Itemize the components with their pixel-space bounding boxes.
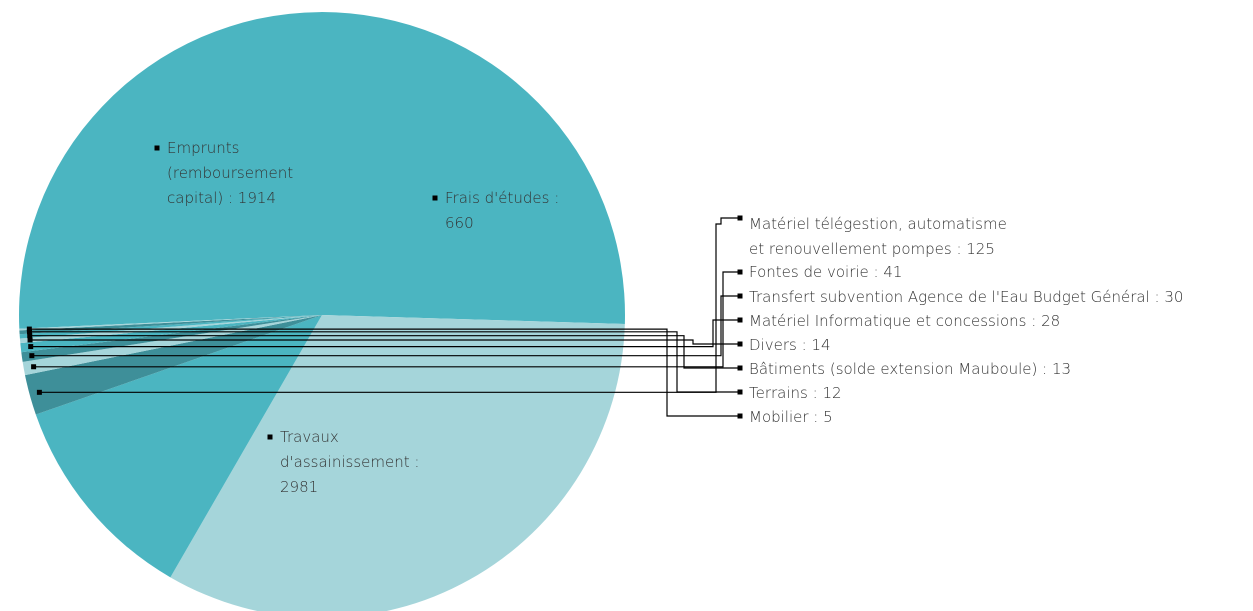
label-emprunts-line3: capital) : 1914 (167, 189, 276, 207)
leader-line-3 (39, 217, 738, 393)
marker-slice-label-3 (737, 215, 743, 221)
marker-slice-start-8 (27, 333, 33, 339)
marker-slice-start-9 (26, 329, 32, 335)
label-travaux-line3: 2981 (280, 478, 318, 496)
pie-slice-10 (19, 315, 323, 331)
label-materiel-telegestion-line1: Matériel télégestion, automatisme (749, 215, 1007, 233)
pie-slice-6 (20, 315, 323, 353)
label-materiel-telegestion: Matériel télégestion, automatisme et ren… (749, 215, 1012, 258)
label-batiments: Bâtiments (solde extension Mauboule) : 1… (749, 360, 1071, 378)
label-transfert: Transfert subvention Agence de l'Eau Bud… (749, 288, 1183, 306)
marker-slice-start-5 (29, 353, 35, 359)
label-fontes: Fontes de voirie : 41 (749, 263, 902, 281)
pie-slice-1 (170, 315, 625, 611)
leader-line-5 (31, 295, 738, 357)
marker-slice-label-5 (737, 293, 743, 299)
marker-slice-label-7 (737, 341, 743, 347)
leader-lines (29, 217, 738, 417)
label-mobilier: Mobilier : 5 (749, 408, 833, 426)
leader-line-9 (29, 331, 738, 393)
leader-line-10 (29, 328, 738, 417)
marker-slice-start-7 (27, 337, 33, 343)
leader-line-8 (29, 335, 738, 369)
leader-line-6 (30, 319, 738, 348)
label-materiel-informatique: Matériel Informatique et concessions : 2… (749, 312, 1060, 330)
marker-slice-start-4 (31, 364, 37, 370)
marker-frais (432, 195, 438, 201)
pie-slice-8 (19, 315, 323, 339)
pie-slice-4 (22, 315, 323, 376)
label-travaux-line2: d'assainissement : (280, 453, 419, 471)
label-emprunts: Emprunts (remboursement capital) : 1914 (167, 139, 298, 207)
label-travaux: Travaux d'assainissement : 2981 (280, 428, 424, 496)
marker-slice-start-6 (28, 344, 34, 350)
marker-slice-label-4 (737, 269, 743, 275)
label-emprunts-line1: Emprunts (167, 139, 240, 157)
label-travaux-line1: Travaux (280, 428, 339, 446)
label-markers (26, 145, 743, 440)
label-frais-line1: Frais d'études : (445, 189, 559, 207)
marker-slice-start-10 (26, 326, 32, 332)
leader-line-7 (30, 339, 738, 345)
label-frais: Frais d'études : 660 (445, 189, 564, 232)
marker-slice-label-8 (737, 365, 743, 371)
marker-emprunts (154, 145, 160, 151)
pie-slice-0 (19, 12, 626, 329)
marker-slice-start-3 (36, 389, 42, 395)
pie-slice-2 (35, 315, 323, 578)
label-divers: Divers : 14 (749, 336, 830, 354)
label-emprunts-line2: (remboursement (167, 164, 293, 182)
marker-slice-label-10 (737, 413, 743, 419)
label-terrains: Terrains : 12 (749, 384, 842, 402)
marker-travaux (267, 434, 273, 440)
marker-slice-label-6 (737, 317, 743, 323)
marker-slice-label-9 (737, 389, 743, 395)
label-materiel-telegestion-line2: et renouvellement pompes : 125 (749, 240, 995, 258)
pie-slices (19, 12, 626, 611)
pie-slice-5 (21, 315, 322, 362)
label-frais-line2: 660 (445, 214, 474, 232)
